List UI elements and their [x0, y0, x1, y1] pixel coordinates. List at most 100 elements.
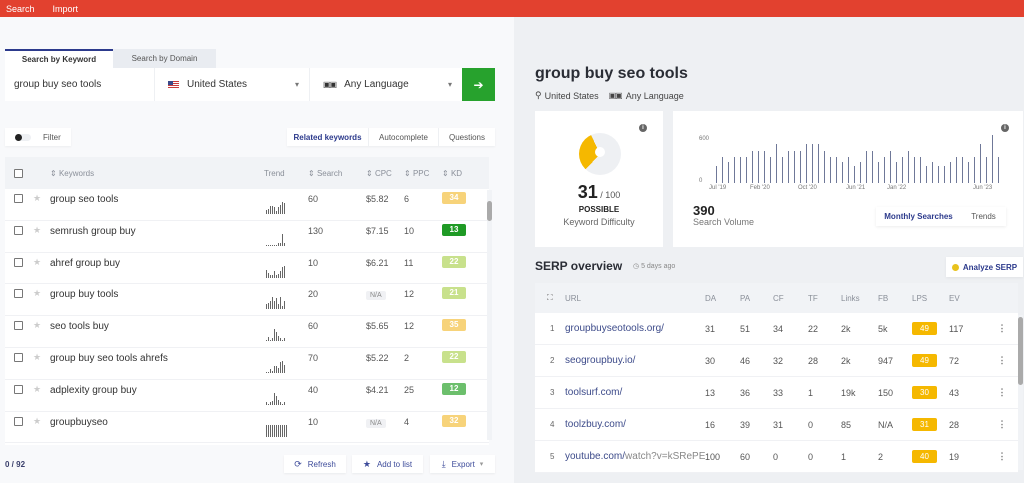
filter-label: Filter [43, 132, 61, 142]
row-checkbox[interactable] [14, 321, 23, 331]
serp-url-link[interactable]: youtube.com/watch?v=kSRePE... [565, 451, 705, 462]
star-icon[interactable]: ★ [33, 224, 42, 235]
row-checkbox[interactable] [14, 257, 23, 267]
search-go-button[interactable]: ➔ [462, 68, 495, 101]
tab-questions[interactable]: Questions [448, 132, 486, 142]
more-options-icon[interactable]: ⋮ [997, 323, 1007, 333]
table-row[interactable]: ★ group seo tools 60 $5.82 6 34 [5, 189, 489, 221]
table-row[interactable]: ★ adplexity group buy 40 $4.21 25 12 [5, 380, 489, 412]
table-row[interactable]: ★ ahref group buy 10 $6.21 11 22 [5, 253, 489, 285]
volume-bar [992, 135, 993, 183]
table-row[interactable]: ★ groupbuyseo 10 N/A 4 32 [5, 412, 489, 444]
search-volume: 10 [308, 416, 319, 427]
select-all-checkbox[interactable] [14, 168, 23, 178]
keyword-table-scrollbar[interactable] [487, 190, 492, 440]
keyword-input[interactable]: group buy seo tools [5, 68, 155, 101]
star-icon[interactable]: ★ [33, 320, 42, 331]
col-ppc[interactable]: ⇕ PPC [404, 168, 430, 178]
add-to-list-button[interactable]: ★ Add to list [352, 455, 423, 473]
star-icon[interactable]: ★ [33, 288, 42, 299]
col-search[interactable]: ⇕ Search [308, 168, 343, 178]
col-lps: LPS [912, 293, 928, 303]
table-row[interactable]: ★ semrush group buy 130 $7.15 10 13 [5, 221, 489, 253]
volume-bar [770, 157, 771, 183]
links-value: 85 [841, 419, 852, 430]
cpc-value: $4.21 [366, 384, 389, 395]
ppc-value: 12 [404, 289, 415, 300]
keyword-source-tabs: Related keywords Autocomplete Questions [287, 128, 495, 146]
x-tick: Jan '22 [887, 185, 907, 191]
keyword-text[interactable]: seo tools buy [50, 321, 109, 333]
more-options-icon[interactable]: ⋮ [997, 387, 1007, 397]
keyword-text[interactable]: group seo tools [50, 194, 119, 205]
row-checkbox[interactable] [14, 289, 23, 299]
analyze-serp-button[interactable]: Analyze SERP [946, 257, 1023, 277]
more-options-icon[interactable]: ⋮ [997, 451, 1007, 461]
col-keywords[interactable]: ⇕ Keywords [50, 168, 95, 178]
refresh-button[interactable]: ⟳ Refresh [284, 455, 346, 473]
tab-search-by-domain[interactable]: Search by Domain [113, 49, 216, 68]
star-icon[interactable]: ★ [33, 256, 42, 267]
language-select[interactable]: ▣▣ Any Language ▾ [310, 68, 462, 101]
serp-url-link[interactable]: seogroupbuy.io/ [565, 355, 636, 366]
row-checkbox[interactable] [14, 225, 23, 235]
keyword-text[interactable]: group buy seo tools ahrefs [50, 352, 168, 364]
search-volume: 60 [308, 321, 319, 332]
keyword-text[interactable]: group buy tools [50, 289, 119, 301]
ev-value: 117 [949, 323, 964, 334]
row-checkbox[interactable] [14, 194, 23, 203]
tab-related-keywords[interactable]: Related keywords [287, 128, 369, 146]
volume-bar [758, 151, 759, 183]
country-select[interactable]: United States ▾ [155, 68, 310, 101]
volume-bar [788, 151, 789, 183]
links-value: 19k [841, 387, 856, 398]
info-icon[interactable]: i [1001, 124, 1009, 132]
keyword-text[interactable]: semrush group buy [50, 225, 136, 237]
volume-bar [920, 157, 921, 183]
row-checkbox[interactable] [14, 352, 23, 362]
keyword-text[interactable]: ahref group buy [50, 257, 121, 269]
more-options-icon[interactable]: ⋮ [997, 419, 1007, 429]
expand-icon[interactable]: ⛶ [547, 293, 553, 302]
row-checkbox[interactable] [14, 416, 23, 426]
rank: 4 [550, 420, 555, 429]
col-links: Links [841, 293, 860, 303]
col-url: URL [565, 293, 582, 303]
table-row[interactable]: ★ group buy seo tools ahrefs 70 $5.22 2 22 [5, 348, 489, 380]
volume-bar [896, 162, 897, 183]
difficulty-donut-chart [579, 133, 621, 175]
col-da: DA [705, 293, 717, 303]
serp-table-scrollbar[interactable] [1018, 315, 1023, 470]
volume-bar [890, 151, 891, 183]
keyword-text[interactable]: groupbuyseo [50, 416, 108, 428]
tab-autocomplete[interactable]: Autocomplete [369, 128, 439, 146]
serp-url-link[interactable]: toolzbuy.com/ [565, 419, 626, 430]
serp-url-link[interactable]: groupbuyseotools.org/ [565, 323, 664, 334]
tab-monthly-searches[interactable]: Monthly Searches [876, 207, 961, 226]
star-icon[interactable]: ★ [33, 383, 42, 394]
star-icon[interactable]: ★ [33, 193, 42, 203]
star-icon[interactable]: ★ [33, 351, 42, 362]
table-row[interactable]: ★ seo tools buy 60 $5.65 12 35 [5, 316, 489, 348]
info-icon[interactable]: i [639, 124, 647, 132]
nav-search[interactable]: Search [6, 3, 35, 14]
filter-toggle[interactable]: Filter [5, 128, 71, 146]
tab-search-by-keyword[interactable]: Search by Keyword [5, 49, 113, 68]
keyword-text[interactable]: adplexity group buy [50, 384, 137, 396]
table-row[interactable]: ★ group buy tools 20 N/A 12 21 [5, 284, 489, 317]
nav-import[interactable]: Import [52, 3, 79, 14]
export-button[interactable]: ⤓ Export ▾ [430, 455, 495, 473]
trend-sparkline [264, 253, 308, 284]
toggle-switch[interactable] [15, 133, 31, 141]
volume-bar [950, 162, 951, 183]
lps-badge: 31 [912, 418, 937, 431]
col-cf: CF [773, 293, 784, 303]
col-cpc[interactable]: ⇕ CPC [366, 168, 392, 178]
col-kd[interactable]: ⇕ KD [442, 168, 463, 178]
cf-value: 34 [773, 323, 784, 334]
serp-url-link[interactable]: toolsurf.com/ [565, 387, 623, 398]
row-checkbox[interactable] [14, 384, 23, 394]
tab-trends[interactable]: Trends [961, 207, 1006, 226]
more-options-icon[interactable]: ⋮ [997, 355, 1007, 365]
star-icon[interactable]: ★ [33, 415, 42, 426]
